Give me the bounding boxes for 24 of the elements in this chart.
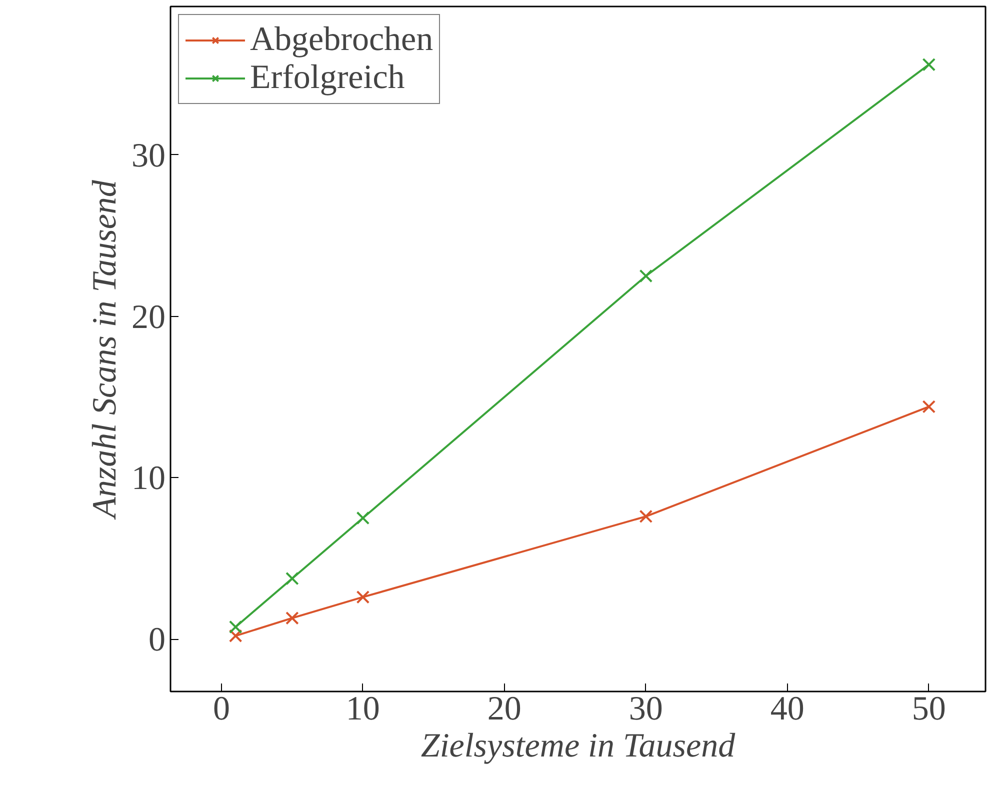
point (286, 572, 299, 586)
x-tick-label: 0 (212, 690, 230, 728)
x-tick-label: 20 (487, 690, 522, 728)
point (356, 590, 370, 604)
legend-label: Erfolgreich (250, 59, 405, 97)
x-tick-label: 40 (770, 690, 804, 728)
point (639, 510, 653, 524)
y-axis-title: Anzahl Scans in Tausend (86, 179, 124, 520)
point (922, 400, 936, 414)
y-tick-label: 20 (132, 298, 166, 336)
point (228, 620, 242, 634)
y-tick-label: 10 (132, 460, 166, 498)
point (286, 611, 299, 625)
point (639, 269, 653, 283)
x-tick-label: 50 (912, 690, 946, 728)
y-tick-label: 30 (132, 137, 166, 174)
point (228, 629, 242, 642)
point (922, 58, 936, 72)
y-tick-label: 0 (148, 622, 166, 659)
x-tick-label: 30 (628, 690, 663, 728)
legend-label: Abgebrochen (250, 21, 434, 59)
point (356, 511, 370, 525)
x-tick-label: 10 (346, 690, 380, 728)
x-axis-title: Zielsysteme in Tausend (420, 728, 736, 764)
